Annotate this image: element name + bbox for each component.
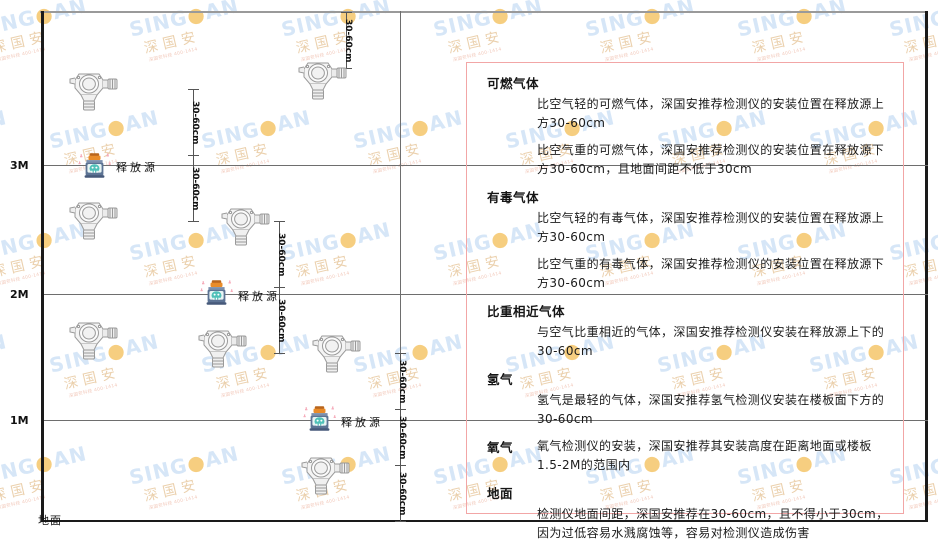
release-source-label-3m: 释放源 (116, 161, 158, 174)
dimension-tick (395, 353, 406, 354)
dimension-tick (274, 353, 285, 354)
dimension-label: 30-60cm (397, 472, 407, 516)
panel-section-body: 氢气是最轻的气体，深国安推荐氢气检测仪安装在楼板面下方的30-60cm (537, 391, 889, 429)
dimension-label: 30-60cm (190, 167, 200, 211)
ceiling-line (40, 11, 928, 13)
gas-detector-icon (196, 325, 250, 373)
axis-label-1m: 1M (10, 414, 29, 427)
axis-label-3m: 3M (10, 159, 29, 172)
panel-section: 氧气 氧气检测仪的安装，深国安推荐其安装高度在距离地面或楼板1.5-2M的范围内 (481, 437, 889, 475)
panel-section-title: 有毒气体 (487, 190, 540, 205)
panel-section-title: 氢气 (487, 372, 514, 387)
dimension-tick (341, 68, 352, 69)
dimension-label: 30-60cm (276, 299, 286, 343)
gas-detector-icon (67, 317, 121, 365)
dimension-line: 30-60cm (341, 12, 353, 69)
panel-section-title: 地面 (487, 486, 514, 501)
level-line-3m (44, 165, 928, 166)
dimension-stem (400, 353, 401, 521)
gas-detector-icon (299, 452, 353, 500)
dimension-tick (274, 221, 285, 222)
dimension-stem (346, 12, 347, 68)
dimension-tick (188, 155, 199, 156)
panel-paragraph: 检测仪地面间距，深国安推荐在30-60cm，且不得小于30cm，因为过低容易水溅… (537, 507, 889, 540)
panel-paragraph: 比空气重的有毒气体，深国安推荐检测仪的安装位置在释放源下方30-60cm (537, 257, 885, 290)
release-source-icon (78, 152, 112, 186)
level-line-2m (44, 294, 928, 295)
panel-section-body: 比空气轻的有毒气体，深国安推荐检测仪的安装位置在释放源上方30-60cm 比空气重… (537, 209, 889, 293)
dimension-tick (395, 465, 406, 466)
ground-label: 地面 (38, 514, 62, 527)
release-source-icon (200, 279, 234, 313)
panel-section: 有毒气体比空气轻的有毒气体，深国安推荐检测仪的安装位置在释放源上方30-60cm… (481, 187, 889, 293)
panel-section-body: 检测仪地面间距，深国安推荐在30-60cm，且不得小于30cm，因为过低容易水溅… (537, 505, 889, 543)
dimension-label: 30-60cm (190, 101, 200, 145)
panel-section: 比重相近气体与空气比重相近的气体，深国安推荐检测仪安装在释放源上下的30-60c… (481, 301, 889, 361)
panel-section-title: 比重相近气体 (487, 304, 566, 319)
right-wall-line (925, 11, 928, 521)
gas-detector-icon (219, 203, 273, 251)
inner-vertical-divider (400, 11, 401, 520)
dimension-tick (274, 287, 285, 288)
panel-section-title: 氧气 (487, 440, 514, 455)
left-wall-line (41, 11, 44, 521)
guidance-panel: 可燃气体比空气轻的可燃气体，深国安推荐检测仪的安装位置在释放源上方30-60cm… (466, 62, 904, 540)
panel-section-title: 可燃气体 (487, 76, 540, 91)
panel-section: 地面检测仪地面间距，深国安推荐在30-60cm，且不得小于30cm，因为过低容易… (481, 483, 889, 543)
dimension-line: 30-60cm 30-60cm (188, 89, 200, 222)
dimension-label: 30-60cm (397, 360, 407, 404)
dimension-tick (341, 12, 352, 13)
dimension-tick (395, 409, 406, 410)
dimension-tick (188, 89, 199, 90)
dimension-label: 30-60cm (276, 233, 286, 277)
dimension-tick (395, 521, 406, 522)
panel-section: 可燃气体比空气轻的可燃气体，深国安推荐检测仪的安装位置在释放源上方30-60cm… (481, 73, 889, 179)
dimension-line: 30-60cm 30-60cm (274, 221, 286, 354)
panel-section-body: 与空气比重相近的气体，深国安推荐检测仪安装在释放源上下的30-60cm (537, 323, 889, 361)
panel-paragraph: 比空气轻的可燃气体，深国安推荐检测仪的安装位置在释放源上方30-60cm (537, 97, 885, 130)
panel-paragraph: 氧气检测仪的安装，深国安推荐其安装高度在距离地面或楼板1.5-2M的范围内 (537, 439, 872, 472)
gas-detector-icon (67, 68, 121, 116)
release-source-icon (303, 405, 337, 439)
level-line-1m (44, 420, 928, 421)
dimension-line: 30-60cm 30-60cm 30-60cm (395, 353, 407, 522)
panel-paragraph: 与空气比重相近的气体，深国安推荐检测仪安装在释放源上下的30-60cm (537, 325, 885, 358)
release-source-label-1m: 释放源 (341, 416, 383, 429)
panel-section: 氢气氢气是最轻的气体，深国安推荐氢气检测仪安装在楼板面下方的30-60cm (481, 369, 889, 429)
panel-paragraph: 比空气重的可燃气体，深国安推荐检测仪的安装位置在释放源下方30-60cm，且地面… (537, 143, 885, 176)
panel-section-body: 比空气轻的可燃气体，深国安推荐检测仪的安装位置在释放源上方30-60cm 比空气重… (537, 95, 889, 179)
release-source-label-2m: 释放源 (238, 290, 280, 303)
panel-paragraph: 氢气是最轻的气体，深国安推荐氢气检测仪安装在楼板面下方的30-60cm (537, 393, 885, 426)
gas-detector-icon (67, 197, 121, 245)
panel-paragraph: 比空气轻的有毒气体，深国安推荐检测仪的安装位置在释放源上方30-60cm (537, 211, 885, 244)
axis-label-2m: 2M (10, 288, 29, 301)
dimension-label: 30-60cm (397, 416, 407, 460)
gas-detector-icon (296, 57, 350, 105)
floor-line (41, 520, 928, 522)
dimension-tick (188, 221, 199, 222)
gas-detector-icon (310, 330, 364, 378)
dimension-label: 30-60cm (343, 19, 353, 63)
panel-section-body: 氧气检测仪的安装，深国安推荐其安装高度在距离地面或楼板1.5-2M的范围内 (537, 437, 889, 475)
